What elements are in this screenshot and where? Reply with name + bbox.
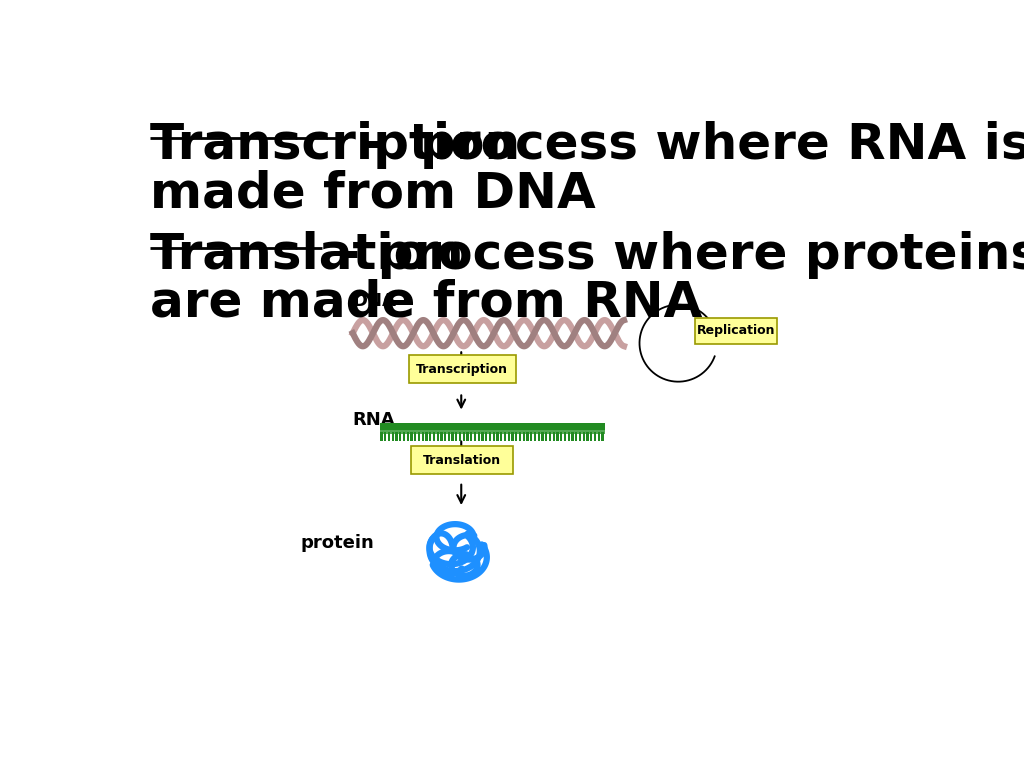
Bar: [488, 432, 492, 441]
Bar: [575, 432, 578, 441]
Bar: [571, 432, 573, 441]
Bar: [542, 432, 544, 441]
Bar: [388, 432, 390, 441]
Text: DNA: DNA: [352, 292, 396, 310]
Bar: [560, 432, 562, 441]
Bar: [380, 430, 604, 434]
Bar: [440, 432, 442, 441]
Bar: [508, 432, 510, 441]
Bar: [500, 432, 503, 441]
Bar: [474, 432, 476, 441]
Bar: [545, 432, 548, 441]
Bar: [556, 432, 559, 441]
Text: made from DNA: made from DNA: [150, 169, 595, 217]
FancyBboxPatch shape: [411, 446, 513, 474]
Bar: [497, 432, 499, 441]
Text: Transcription: Transcription: [416, 362, 508, 376]
Bar: [395, 432, 397, 441]
Bar: [436, 432, 438, 441]
Bar: [579, 432, 581, 441]
Bar: [380, 432, 383, 441]
Text: - process where proteins: - process where proteins: [322, 230, 1024, 279]
Text: Replication: Replication: [697, 324, 775, 337]
Bar: [422, 432, 424, 441]
Bar: [504, 432, 506, 441]
Text: are made from RNA: are made from RNA: [150, 279, 702, 326]
Bar: [526, 432, 528, 441]
Text: Transcription: Transcription: [150, 121, 521, 170]
Bar: [590, 432, 592, 441]
Bar: [519, 432, 521, 441]
Bar: [467, 432, 469, 441]
Bar: [549, 432, 551, 441]
FancyBboxPatch shape: [695, 318, 777, 344]
Bar: [583, 432, 585, 441]
Bar: [384, 432, 386, 441]
Bar: [402, 432, 406, 441]
Bar: [459, 432, 461, 441]
Bar: [567, 432, 570, 441]
Bar: [407, 432, 409, 441]
Text: -  process where RNA is: - process where RNA is: [346, 121, 1024, 170]
Bar: [399, 432, 401, 441]
Bar: [598, 432, 600, 441]
Bar: [522, 432, 525, 441]
Bar: [429, 432, 431, 441]
Bar: [380, 423, 604, 431]
Bar: [478, 432, 480, 441]
Bar: [447, 432, 450, 441]
Bar: [553, 432, 555, 441]
Text: Translation: Translation: [150, 230, 464, 279]
Bar: [493, 432, 495, 441]
Bar: [601, 432, 603, 441]
Bar: [481, 432, 483, 441]
Bar: [452, 432, 454, 441]
Bar: [425, 432, 428, 441]
Bar: [411, 432, 413, 441]
Bar: [538, 432, 540, 441]
Bar: [564, 432, 566, 441]
Bar: [456, 432, 458, 441]
Bar: [485, 432, 487, 441]
Bar: [470, 432, 472, 441]
Bar: [433, 432, 435, 441]
Bar: [587, 432, 589, 441]
Bar: [444, 432, 446, 441]
Bar: [534, 432, 537, 441]
Bar: [418, 432, 420, 441]
Bar: [594, 432, 596, 441]
FancyBboxPatch shape: [409, 356, 515, 383]
Bar: [515, 432, 517, 441]
Bar: [463, 432, 465, 441]
Bar: [530, 432, 532, 441]
Text: Translation: Translation: [423, 454, 501, 467]
Text: RNA: RNA: [352, 411, 395, 429]
Bar: [414, 432, 417, 441]
Bar: [511, 432, 514, 441]
Bar: [391, 432, 394, 441]
Text: protein: protein: [301, 535, 375, 552]
